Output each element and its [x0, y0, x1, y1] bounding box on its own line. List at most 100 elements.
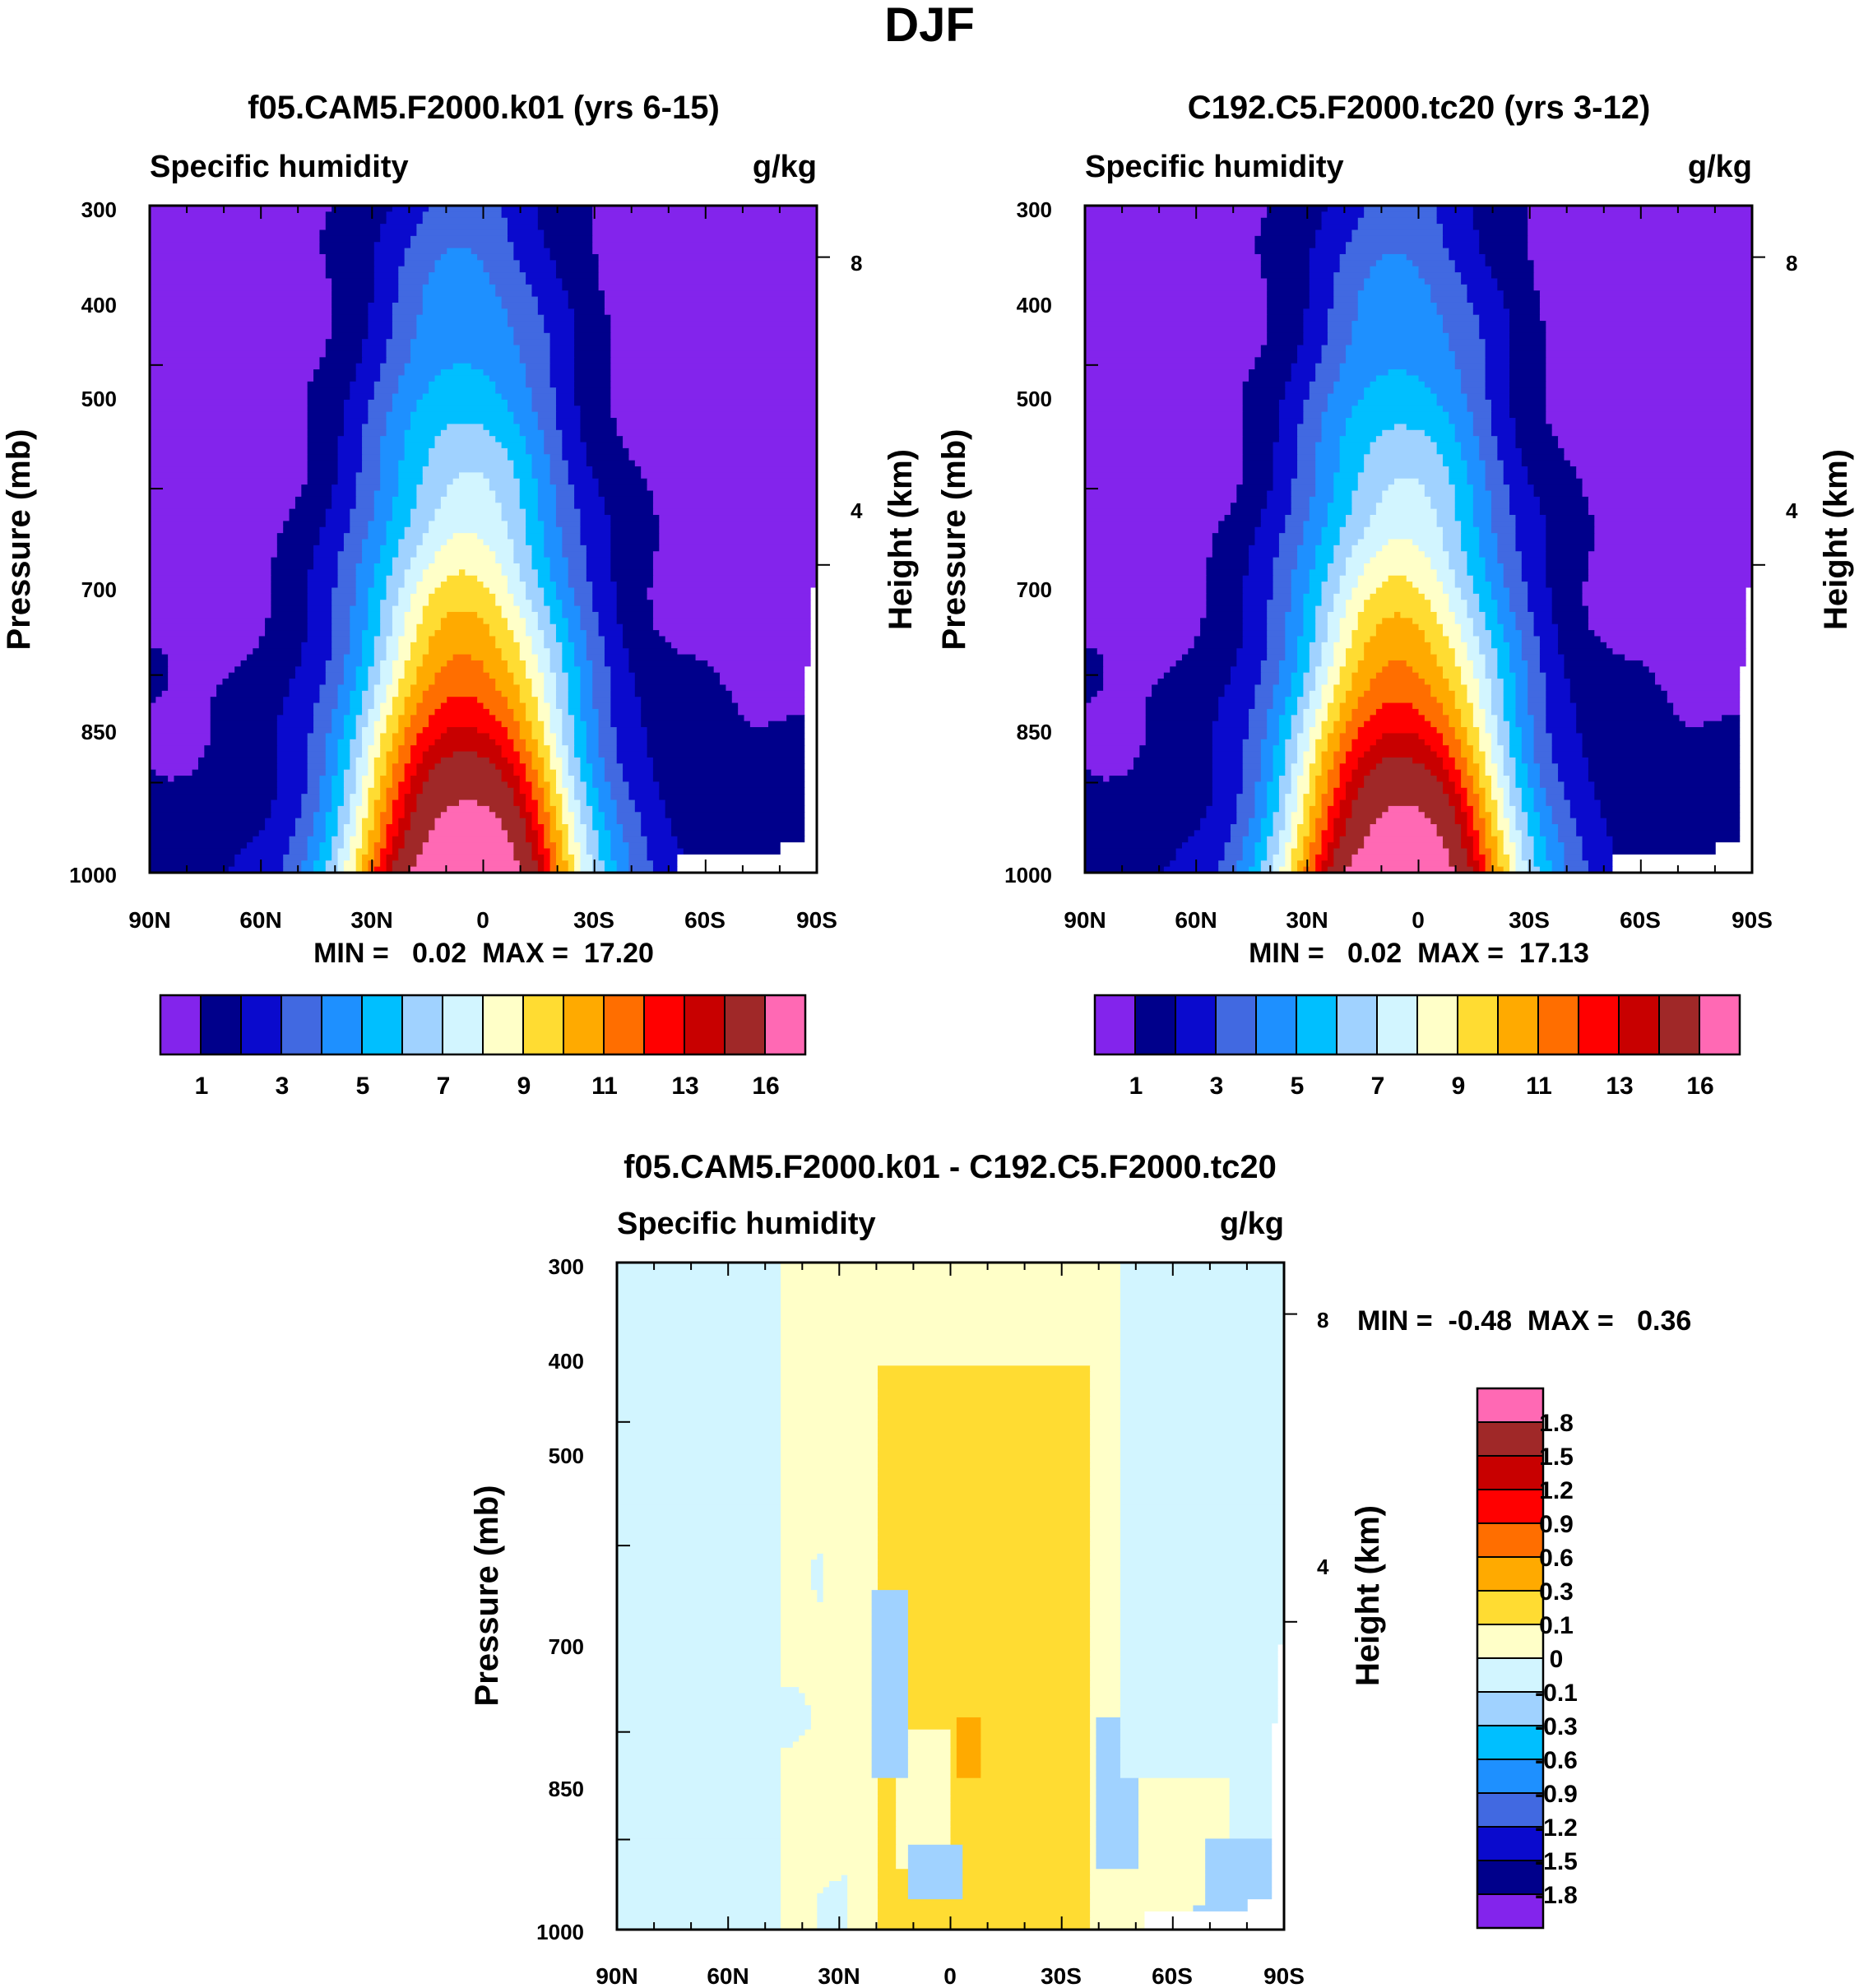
contour-cell	[519, 429, 545, 437]
contour-cell	[1333, 854, 1352, 861]
contour-cell	[823, 1590, 873, 1597]
contour-cell	[1085, 266, 1262, 273]
contour-cell	[617, 1396, 781, 1403]
contour-cell	[956, 1754, 981, 1761]
contour-cell	[544, 521, 557, 528]
contour-cell	[580, 436, 624, 443]
contour-cell	[1138, 1833, 1231, 1840]
contour-cell	[1272, 1851, 1285, 1858]
contour-cell	[781, 1905, 818, 1912]
contour-cell	[1479, 314, 1510, 322]
contour-cell	[1085, 229, 1262, 237]
contour-cell	[1351, 776, 1365, 783]
contour-cell	[355, 600, 369, 607]
contour-cell	[592, 805, 600, 813]
contour-cell	[1297, 563, 1316, 570]
contour-cell	[610, 690, 636, 697]
contour-cell	[1424, 551, 1449, 558]
contour-cell	[501, 503, 521, 510]
contour-cell	[823, 1565, 879, 1573]
contour-cell	[150, 818, 266, 825]
contour-cell	[1085, 296, 1268, 304]
contour-cell	[598, 842, 611, 850]
contour-cell	[616, 739, 648, 746]
contour-cell	[398, 539, 424, 546]
contour-cell	[1339, 442, 1371, 449]
contour-cell	[1461, 381, 1486, 388]
contour-cell	[1479, 551, 1498, 558]
contour-cell	[781, 1553, 818, 1560]
contour-cell	[574, 818, 582, 825]
contour-cell	[1418, 272, 1462, 280]
contour-cell	[1260, 660, 1280, 667]
contour-cell	[331, 314, 369, 322]
contour-cell	[555, 424, 582, 431]
contour-cell	[555, 266, 600, 273]
contour-cell	[562, 436, 582, 443]
contour-cell	[355, 563, 375, 570]
contour-cell	[1273, 818, 1286, 825]
contour-cell	[907, 1620, 1091, 1627]
contour-cell	[526, 618, 539, 625]
contour-cell	[1297, 842, 1305, 850]
y-axis-label: Pressure (mb)	[469, 1485, 505, 1707]
contour-cell	[1205, 1869, 1273, 1876]
contour-cell	[652, 557, 818, 564]
contour-cell	[1120, 1341, 1285, 1348]
contour-cell	[1485, 387, 1510, 395]
contour-cell	[804, 751, 818, 758]
contour-cell	[871, 1638, 909, 1646]
contour-cell	[562, 776, 575, 783]
contour-cell	[1539, 302, 1753, 309]
contour-cell	[878, 1905, 1091, 1912]
contour-cell	[604, 654, 630, 661]
contour-cell	[483, 702, 508, 710]
contour-cell	[1740, 715, 1753, 722]
contour-cell	[429, 648, 503, 656]
contour-cell	[950, 1777, 1091, 1785]
contour-cell	[1351, 739, 1377, 746]
contour-cell	[355, 478, 381, 485]
contour-cell	[1588, 569, 1753, 577]
contour-cell	[641, 830, 672, 837]
contour-cell	[507, 533, 526, 540]
contour-cell	[1449, 472, 1468, 480]
contour-cell	[907, 1608, 1091, 1615]
contour-cell	[1273, 575, 1292, 582]
contour-cell	[617, 1559, 781, 1567]
contour-cell	[325, 763, 339, 771]
contour-cell	[878, 1833, 897, 1840]
contour-cell	[1497, 763, 1504, 771]
contour-cell	[150, 794, 278, 801]
contour-cell	[1346, 654, 1365, 661]
contour-cell	[878, 1499, 1091, 1506]
contour-cell	[1521, 460, 1571, 467]
contour-cell	[1297, 830, 1310, 837]
contour-cell	[1218, 708, 1249, 716]
contour-cell	[878, 1578, 1091, 1585]
contour-cell	[1303, 600, 1323, 607]
contour-cell	[1521, 854, 1535, 861]
contour-cell	[1303, 618, 1316, 625]
contour-cell	[483, 424, 521, 431]
contour-cell	[647, 751, 805, 758]
contour-cell	[1333, 648, 1347, 656]
contour-cell	[150, 600, 272, 607]
contour-cell	[447, 805, 490, 813]
contour-cell	[1351, 805, 1389, 813]
contour-cell	[1582, 745, 1741, 753]
contour-cell	[325, 757, 339, 764]
contour-cell	[307, 630, 332, 637]
contour-cell	[1291, 733, 1298, 740]
contour-cell	[1090, 1486, 1121, 1494]
contour-cell	[1085, 684, 1104, 692]
contour-cell	[617, 1523, 781, 1530]
contour-cell	[1546, 697, 1571, 704]
contour-cell	[150, 848, 242, 855]
contour-cell	[150, 799, 272, 807]
contour-cell	[1303, 763, 1310, 771]
contour-cell	[1357, 224, 1444, 231]
contour-cell	[410, 812, 442, 819]
contour-cell	[1351, 708, 1377, 716]
contour-cell	[950, 1735, 957, 1743]
